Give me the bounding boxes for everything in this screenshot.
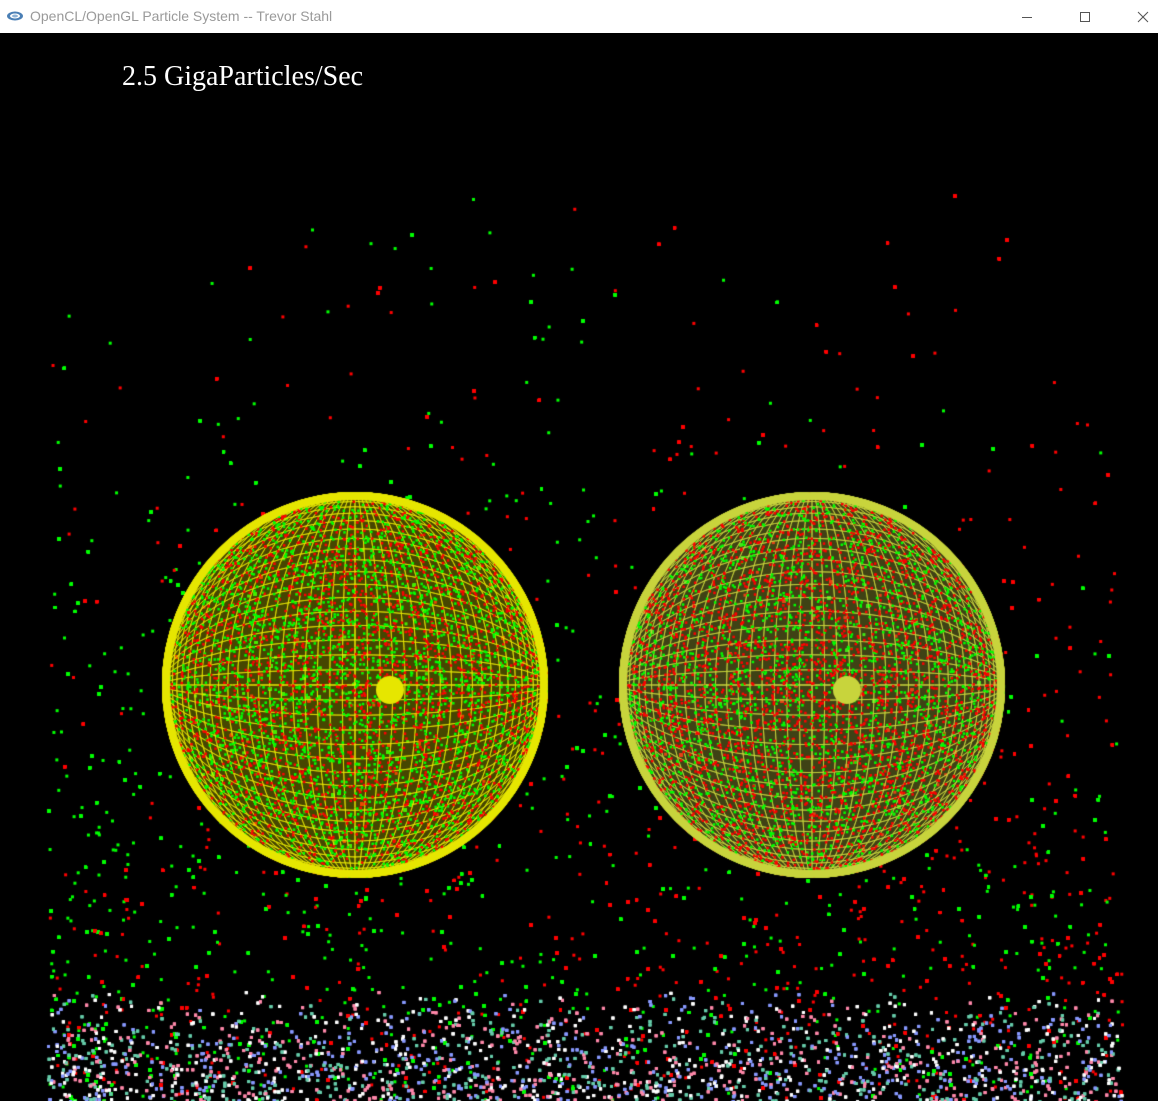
opengl-app-icon — [7, 11, 23, 21]
maximize-icon — [1080, 11, 1090, 22]
close-button[interactable] — [1120, 0, 1158, 33]
close-icon — [1137, 11, 1149, 22]
title-bar[interactable]: OpenCL/OpenGL Particle System -- Trevor … — [0, 0, 1158, 33]
render-viewport[interactable]: 2.5 GigaParticles/Sec — [0, 33, 1158, 1101]
particle-rate-label: 2.5 GigaParticles/Sec — [122, 61, 364, 92]
minimize-icon — [1022, 16, 1032, 18]
particle-canvas — [0, 33, 1158, 1101]
maximize-button[interactable] — [1062, 0, 1108, 33]
window-title: OpenCL/OpenGL Particle System -- Trevor … — [30, 8, 333, 24]
minimize-button[interactable] — [1004, 0, 1050, 33]
